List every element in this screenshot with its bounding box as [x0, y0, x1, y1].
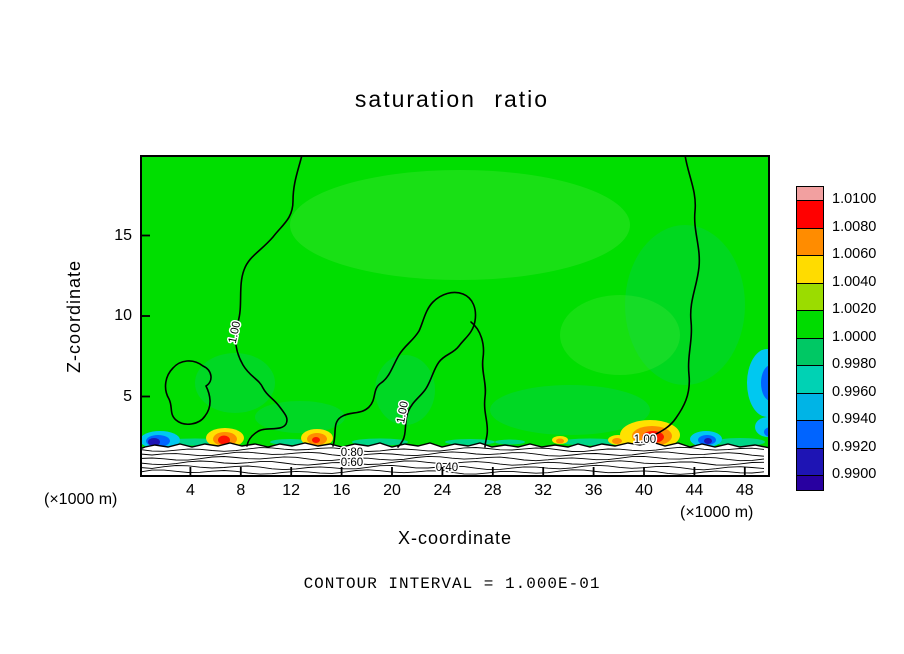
contour-label-0.60: 0.60 — [341, 457, 363, 469]
surface-contour-lines — [140, 446, 765, 475]
x-tick-label: 20 — [383, 482, 401, 499]
axis-tick-marks — [141, 234, 746, 476]
x-axis-unit-left: (×1000 m) — [44, 491, 118, 508]
colorbar — [796, 186, 824, 491]
colorbar-segment — [797, 283, 823, 311]
x-tick-label: 8 — [236, 482, 246, 499]
x-tick-label: 4 — [185, 482, 195, 499]
surface-contour-line — [140, 451, 765, 457]
colorbar-segment — [797, 201, 823, 229]
contour-label-0.80: 0.80 — [341, 447, 363, 459]
colorbar-label: 1.0040 — [832, 273, 877, 290]
x-tick-label: 32 — [534, 482, 553, 499]
unit-contour-lines — [164, 155, 701, 448]
x-tick-label: 40 — [635, 482, 653, 499]
surface-contour-line — [140, 455, 765, 462]
y-tick-label: 10 — [114, 307, 132, 324]
y-tick-label: 15 — [114, 226, 132, 244]
colorbar-segment — [797, 187, 823, 201]
surface-contour-line — [140, 464, 765, 471]
surface-contour-line — [140, 446, 765, 452]
colorbar-label: 1.0080 — [832, 218, 877, 235]
x-tick-label: 48 — [735, 482, 754, 499]
surface-contour-line — [140, 469, 765, 475]
surface-contour-line — [140, 460, 765, 466]
x-tick-label: 24 — [433, 482, 452, 499]
contour-line-band-top — [140, 441, 770, 450]
plot-frame — [140, 155, 770, 477]
colorbar-label: 1.0060 — [832, 246, 877, 262]
colorbar-label: 0.9960 — [832, 383, 877, 400]
colorbar-label: 0.9920 — [832, 438, 877, 455]
colorbar-label: 0.9940 — [832, 411, 877, 427]
colorbar-label: 1.0100 — [832, 191, 877, 207]
colorbar-segment — [797, 448, 823, 476]
colorbar-segment — [797, 421, 823, 449]
y-tick-label: 5 — [123, 387, 132, 405]
colorbar-label: 1.0000 — [832, 328, 877, 345]
colorbar-label: 0.9900 — [832, 466, 877, 482]
colorbar-segment — [797, 393, 823, 421]
x-axis-unit-right: (×1000 m) — [680, 504, 754, 521]
x-tick-label: 16 — [332, 482, 351, 499]
x-axis-label: X-coordinate — [397, 528, 513, 548]
x-tick-label: 28 — [483, 482, 502, 499]
colorbar-segment — [797, 476, 823, 490]
colorbar-segment — [797, 366, 823, 394]
colorbar-segment — [797, 256, 823, 284]
contour-label-1.00-c: 1.00 — [634, 434, 656, 446]
colorbar-label: 1.0020 — [832, 301, 877, 317]
x-tick-label: 36 — [584, 482, 603, 499]
subsaturated-surface-band — [140, 442, 770, 477]
x-tick-label: 12 — [282, 482, 301, 499]
colorbar-segment — [797, 311, 823, 339]
contour-label-0.40: 0.40 — [436, 462, 458, 474]
chart-title: saturation ratio — [354, 86, 550, 112]
y-axis-label: Z-coordinate — [64, 259, 84, 373]
contour-labels: 1.00 1.00 0.80 0.60 0.40 1.00 — [225, 319, 657, 476]
colorbar-label: 0.9980 — [832, 356, 877, 372]
contour-interval-caption: CONTOUR INTERVAL = 1.000E-01 — [303, 575, 601, 593]
contour-label-1.00-b: 1.00 — [395, 400, 411, 424]
x-tick-label: 44 — [685, 482, 704, 499]
colorbar-segment — [797, 228, 823, 256]
contour-plot: 1.00 1.00 0.80 0.60 0.40 1.00 — [140, 155, 770, 477]
colorbar-segment — [797, 338, 823, 366]
